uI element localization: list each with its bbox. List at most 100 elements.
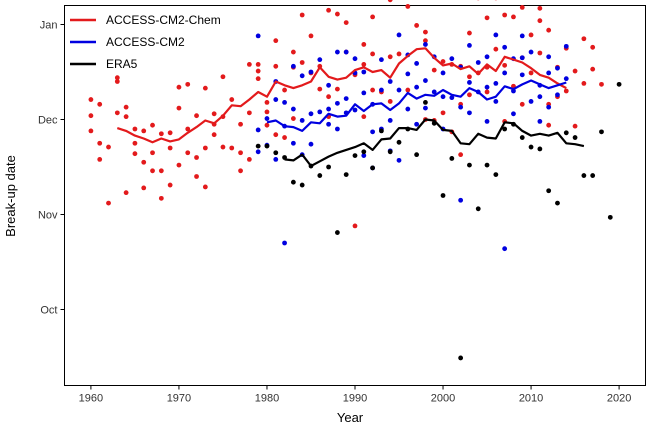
data-point: [563, 88, 569, 94]
legend: ACCESS-CM2-Chem ACCESS-CM2 ERA5: [70, 13, 221, 71]
data-point: [519, 135, 525, 140]
data-point: [537, 5, 543, 11]
data-point: [458, 152, 464, 158]
trend-line-1: [266, 79, 567, 132]
data-point: [308, 33, 314, 39]
data-point: [502, 126, 508, 132]
data-point: [246, 62, 252, 67]
data-point: [264, 109, 270, 115]
data-point: [519, 5, 525, 10]
data-point: [563, 130, 569, 136]
data-point: [123, 104, 129, 110]
data-point: [467, 162, 472, 168]
data-point: [572, 68, 578, 74]
data-point: [150, 150, 155, 156]
data-point: [361, 153, 367, 159]
data-point: [123, 114, 129, 120]
data-point: [308, 69, 314, 75]
x-axis: 1960 1970 1980 1990 2000 2010 2020: [79, 385, 631, 405]
data-point: [590, 173, 596, 178]
data-point: [114, 110, 120, 116]
data-point: [414, 23, 420, 28]
data-point: [299, 118, 305, 123]
x-tick-label: 1970: [167, 393, 191, 405]
data-point: [361, 90, 367, 96]
data-point: [97, 140, 103, 146]
data-point: [273, 38, 279, 44]
data-point: [238, 150, 243, 156]
data-point: [581, 36, 587, 42]
data-point: [123, 190, 129, 196]
data-point: [607, 214, 613, 220]
data-point: [343, 96, 349, 101]
data-point: [97, 101, 103, 107]
data-point: [484, 54, 490, 60]
data-point: [202, 184, 208, 190]
data-point: [150, 122, 155, 128]
data-point: [150, 168, 155, 174]
data-point: [106, 144, 111, 150]
data-point: [132, 151, 138, 157]
data-point: [326, 164, 331, 170]
data-point: [546, 27, 552, 33]
data-point: [308, 141, 314, 147]
data-point: [502, 62, 508, 68]
data-point: [440, 59, 446, 64]
data-point: [590, 66, 596, 72]
data-point: [572, 123, 578, 129]
data-point: [255, 127, 261, 133]
data-point: [370, 14, 376, 20]
x-axis-title: Year: [337, 410, 364, 425]
data-point: [484, 84, 490, 90]
data-point: [449, 156, 455, 161]
data-point: [290, 106, 296, 112]
data-point: [502, 70, 508, 76]
data-point: [440, 70, 446, 76]
data-point: [290, 116, 296, 121]
data-point: [211, 111, 217, 117]
data-point: [555, 65, 560, 71]
data-point: [326, 82, 331, 88]
data-point: [273, 150, 279, 156]
data-point: [176, 84, 182, 90]
data-point: [370, 51, 376, 57]
data-point: [158, 168, 164, 174]
data-point: [167, 145, 173, 151]
data-point: [264, 122, 270, 128]
data-point: [405, 106, 411, 112]
data-point: [334, 86, 340, 92]
data-point: [88, 113, 94, 119]
data-point: [334, 11, 340, 17]
data-point: [185, 81, 191, 87]
data-point: [255, 62, 261, 67]
data-point: [317, 86, 323, 92]
data-point: [114, 79, 120, 84]
data-point: [229, 145, 235, 151]
data-point: [290, 140, 296, 146]
data-point: [352, 153, 358, 159]
data-point: [334, 230, 340, 235]
data-point: [616, 81, 622, 87]
trend-lines: [116, 47, 585, 168]
data-point: [528, 99, 534, 104]
data-point: [141, 128, 147, 134]
data-point: [537, 146, 543, 152]
data-point: [502, 44, 508, 50]
data-point: [440, 193, 446, 198]
data-point: [467, 80, 472, 85]
data-point: [202, 85, 208, 91]
data-point: [114, 75, 120, 81]
data-point: [246, 157, 252, 162]
data-point: [590, 44, 596, 50]
data-point: [282, 135, 287, 140]
data-point: [546, 188, 552, 194]
data-point: [449, 56, 455, 62]
data-point: [467, 30, 472, 36]
data-point: [431, 89, 437, 95]
data-point: [299, 60, 305, 65]
data-point: [264, 116, 270, 121]
data-point: [141, 159, 147, 165]
data-point: [299, 12, 305, 18]
y-axis-title: Break-up date: [3, 155, 18, 237]
